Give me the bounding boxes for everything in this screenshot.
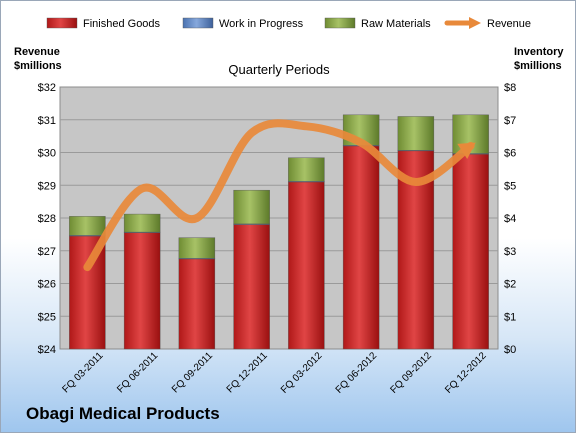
y-right-tick-label: $0	[504, 344, 516, 356]
bar-raw-materials	[288, 157, 325, 182]
y-left-label-line1: Revenue	[14, 46, 60, 58]
y-right-tick-label: $8	[504, 82, 516, 94]
revenue-arrowhead	[457, 142, 476, 159]
bar-finished-goods	[178, 258, 216, 350]
bar-raw-materials	[178, 237, 216, 259]
legend-work-in-progress-swatch	[182, 17, 214, 29]
y-right-tick-label: $1	[504, 311, 516, 323]
bar-finished-goods	[288, 181, 325, 350]
y-right-tick-label: $4	[504, 213, 516, 225]
legend-raw-materials-label: Raw Materials	[361, 18, 431, 30]
bar-finished-goods	[452, 153, 489, 350]
y-right-tick-label: $5	[504, 180, 516, 192]
y-left-tick-label: $29	[38, 180, 56, 192]
x-tick-label: FQ 06-2012	[334, 350, 380, 396]
y-right-tick-label: $7	[504, 115, 516, 127]
revenue-line	[83, 119, 475, 272]
y-right-tick-label: $6	[504, 148, 516, 160]
x-tick-label: FQ 09-2012	[388, 350, 434, 396]
legend-revenue-swatch-head	[469, 17, 481, 29]
legend-revenue-label: Revenue	[487, 18, 531, 30]
legend-work-in-progress-label: Work in Progress	[219, 18, 304, 30]
y-left-tick-label: $24	[38, 344, 56, 356]
y-left-tick-label: $26	[38, 279, 56, 291]
y-left-label-line2: $millions	[14, 60, 62, 72]
x-tick-label: FQ 12-2011	[225, 350, 270, 395]
bar-finished-goods	[342, 145, 380, 350]
legend-finished-goods-label: Finished Goods	[83, 18, 161, 30]
bar-raw-materials	[233, 189, 270, 225]
company-name: Obagi Medical Products	[26, 404, 220, 423]
x-tick-label: FQ 06-2011	[115, 350, 160, 395]
y-left-tick-label: $31	[38, 115, 56, 127]
bar-finished-goods	[233, 224, 270, 350]
bar-raw-materials	[69, 216, 106, 236]
x-tick-label: FQ 12-2012	[443, 350, 489, 396]
x-tick-label: FQ 03-2012	[279, 350, 325, 396]
x-tick-label: FQ 03-2011	[61, 350, 106, 395]
x-tick-label: FQ 09-2011	[170, 350, 215, 395]
bar-finished-goods	[69, 235, 106, 350]
legend-finished-goods-swatch	[46, 17, 78, 29]
y-right-tick-label: $2	[504, 279, 516, 291]
bar-finished-goods	[123, 232, 161, 350]
bar-raw-materials	[123, 213, 161, 233]
y-left-tick-label: $27	[38, 246, 56, 258]
y-right-tick-label: $3	[504, 246, 516, 258]
y-left-tick-label: $28	[38, 213, 56, 225]
bar-raw-materials	[397, 116, 435, 151]
y-right-label-line2: $millions	[514, 60, 562, 72]
y-left-tick-label: $25	[38, 311, 56, 323]
y-left-tick-label: $30	[38, 148, 56, 160]
chart-title: Quarterly Periods	[228, 62, 330, 77]
y-left-tick-label: $32	[38, 82, 56, 94]
y-right-label-line1: Inventory	[514, 46, 564, 58]
legend-raw-materials-swatch	[324, 17, 356, 29]
